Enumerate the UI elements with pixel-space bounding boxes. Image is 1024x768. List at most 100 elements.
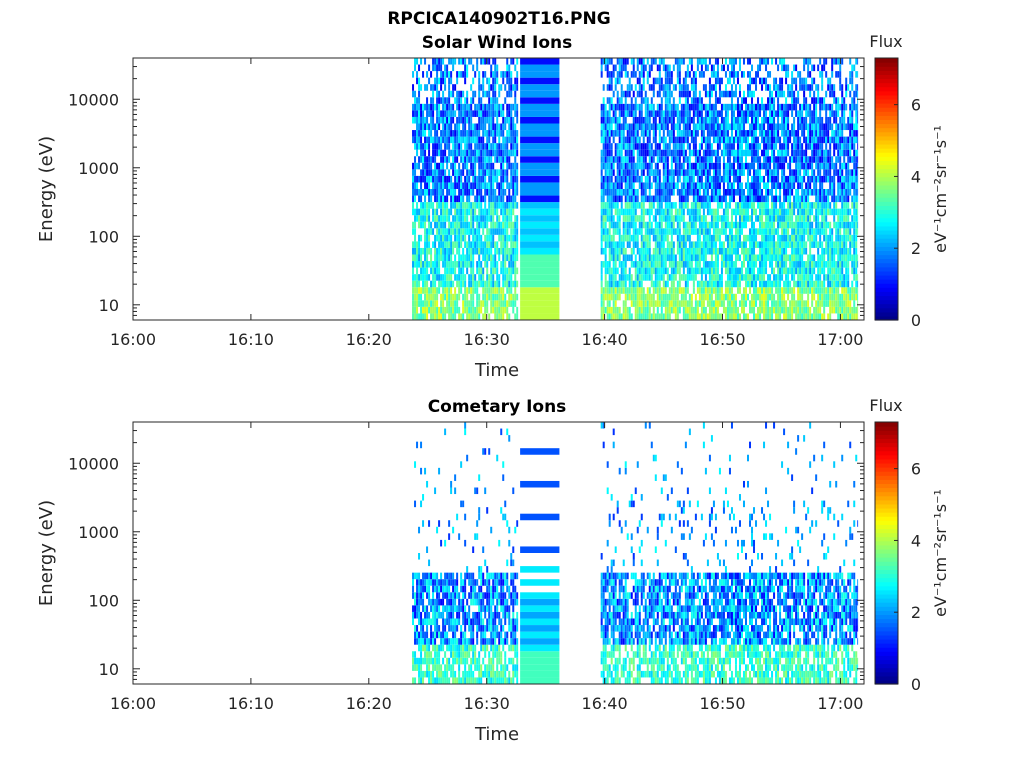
heatmap-cell <box>476 58 479 65</box>
heatmap-cell <box>464 156 467 163</box>
heatmap-cell <box>484 221 487 229</box>
heatmap-cell <box>432 202 435 209</box>
heatmap-cell <box>684 202 687 209</box>
heatmap-cell <box>614 84 617 91</box>
heatmap-cell <box>642 84 645 91</box>
heatmap-cell <box>688 123 691 131</box>
heatmap-cell <box>648 149 651 157</box>
heatmap-cell <box>498 293 501 301</box>
heatmap-cell <box>664 143 667 150</box>
heatmap-cell <box>630 175 633 183</box>
heatmap-cell <box>440 71 443 78</box>
heatmap-cell <box>442 162 445 170</box>
heatmap-cell <box>640 221 643 229</box>
heatmap-cell <box>779 156 782 163</box>
heatmap-cell <box>690 97 693 104</box>
heatmap-cell <box>769 103 772 111</box>
heatmap-cell <box>714 306 717 314</box>
heatmap-cell <box>767 280 770 288</box>
heatmap-cell <box>644 274 647 281</box>
heatmap-cell <box>434 136 437 144</box>
heatmap-cell <box>652 90 655 98</box>
heatmap-cell <box>702 293 705 301</box>
heatmap-cell <box>664 123 667 131</box>
heatmap-cell <box>682 103 685 111</box>
heatmap-cell <box>749 110 752 117</box>
heatmap-cell <box>442 58 445 65</box>
heatmap-cell <box>604 123 607 131</box>
heatmap-cell <box>640 195 643 203</box>
heatmap-cell <box>418 195 421 203</box>
heatmap-cell <box>646 221 649 229</box>
heatmap-cell <box>444 103 447 111</box>
heatmap-cell <box>785 123 788 131</box>
heatmap-cell <box>648 228 651 235</box>
heatmap-cell <box>634 306 637 314</box>
heatmap-cell <box>428 64 431 72</box>
heatmap-cell <box>454 313 457 320</box>
heatmap-cell <box>508 293 511 301</box>
heatmap-cell <box>610 84 613 91</box>
heatmap-cell <box>767 247 770 255</box>
heatmap-cell <box>466 313 469 320</box>
heatmap-cell <box>775 143 778 150</box>
heatmap-cell <box>738 182 741 189</box>
heatmap-cell <box>474 143 477 150</box>
heatmap-cell <box>632 182 635 189</box>
heatmap-cell <box>704 234 707 242</box>
heatmap-cell <box>426 103 429 111</box>
heatmap-cell <box>785 103 788 111</box>
heatmap-cell <box>510 103 513 111</box>
heatmap-cell <box>779 300 782 307</box>
heatmap-cell <box>696 241 699 248</box>
heatmap-cell <box>620 313 623 320</box>
heatmap-cell <box>438 143 441 150</box>
heatmap-cell <box>718 234 721 242</box>
heatmap-cell <box>672 261 675 268</box>
heatmap-cell <box>418 97 421 104</box>
heatmap-cell <box>520 306 560 314</box>
heatmap-cell <box>418 234 421 242</box>
heatmap-cell <box>482 77 485 85</box>
heatmap-cell <box>480 182 483 189</box>
heatmap-cell <box>488 84 491 91</box>
heatmap-cell <box>506 136 509 144</box>
heatmap-cell <box>422 215 425 222</box>
heatmap-cell <box>642 64 645 72</box>
heatmap-cell <box>690 247 693 255</box>
heatmap-cell <box>682 287 685 294</box>
heatmap-cell <box>652 267 655 275</box>
heatmap-cell <box>430 300 433 307</box>
heatmap-cell <box>482 208 485 216</box>
heatmap-cell <box>702 306 705 314</box>
heatmap-cell <box>708 300 711 307</box>
heatmap-cell <box>652 110 655 117</box>
heatmap-cell <box>785 306 788 314</box>
heatmap-cell <box>626 228 629 235</box>
heatmap-cell <box>458 202 461 209</box>
heatmap-cell <box>454 215 457 222</box>
heatmap-cell <box>698 71 701 78</box>
heatmap-cell <box>775 130 778 137</box>
heatmap-cell <box>462 300 465 307</box>
heatmap-cell <box>698 162 701 170</box>
heatmap-cell <box>759 306 762 314</box>
heatmap-cell <box>432 274 435 281</box>
heatmap-cell <box>801 287 804 294</box>
heatmap-cell <box>668 274 671 281</box>
heatmap-cell <box>773 110 776 117</box>
heatmap-cell <box>783 300 786 307</box>
heatmap-cell <box>648 208 651 216</box>
heatmap-cell <box>514 97 517 104</box>
heatmap-cell <box>626 234 629 242</box>
heatmap-cell <box>462 189 465 196</box>
heatmap-cell <box>630 71 633 78</box>
heatmap-cell <box>763 300 766 307</box>
heatmap-cell <box>508 130 511 137</box>
heatmap-cell <box>668 254 671 262</box>
heatmap-cell <box>684 123 687 131</box>
heatmap-cell <box>648 64 651 72</box>
heatmap-cell <box>472 267 475 275</box>
heatmap-cell <box>740 123 743 131</box>
heatmap-cell <box>795 169 798 176</box>
